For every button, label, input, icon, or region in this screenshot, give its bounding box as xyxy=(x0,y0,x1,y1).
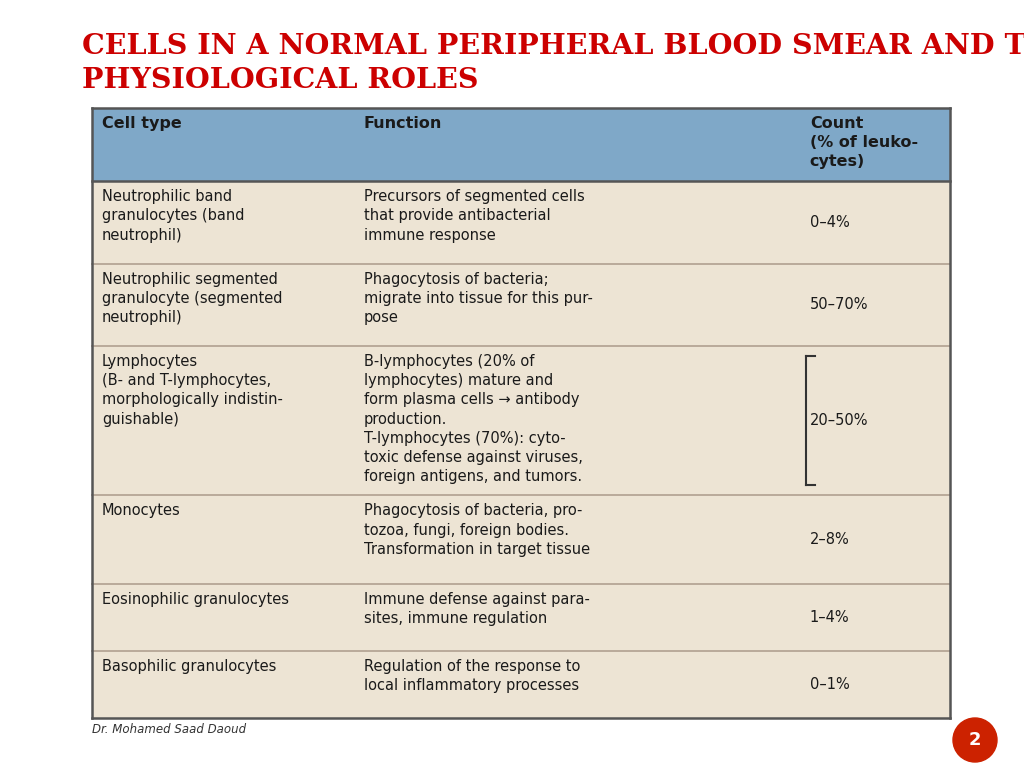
Text: Eosinophilic granulocytes: Eosinophilic granulocytes xyxy=(102,592,289,607)
Bar xyxy=(92,181,950,718)
Text: 2: 2 xyxy=(969,731,981,749)
Text: Cell type: Cell type xyxy=(102,116,181,131)
Circle shape xyxy=(953,718,997,762)
Text: Function: Function xyxy=(364,116,442,131)
Text: CELLS IN A NORMAL PERIPHERAL BLOOD SMEAR AND THEIR: CELLS IN A NORMAL PERIPHERAL BLOOD SMEAR… xyxy=(82,33,1024,60)
Text: Phagocytosis of bacteria;
migrate into tissue for this pur-
pose: Phagocytosis of bacteria; migrate into t… xyxy=(364,272,593,325)
Text: B-lymphocytes (20% of
lymphocytes) mature and
form plasma cells → antibody
produ: B-lymphocytes (20% of lymphocytes) matur… xyxy=(364,354,583,484)
Text: Precursors of segmented cells
that provide antibacterial
immune response: Precursors of segmented cells that provi… xyxy=(364,189,585,243)
Text: Neutrophilic segmented
granulocyte (segmented
neutrophil): Neutrophilic segmented granulocyte (segm… xyxy=(102,272,283,325)
Text: Phagocytosis of bacteria, pro-
tozoa, fungi, foreign bodies.
Transformation in t: Phagocytosis of bacteria, pro- tozoa, fu… xyxy=(364,503,590,557)
Text: Basophilic granulocytes: Basophilic granulocytes xyxy=(102,659,276,674)
Text: Dr. Mohamed Saad Daoud: Dr. Mohamed Saad Daoud xyxy=(92,723,246,736)
Text: 2–8%: 2–8% xyxy=(810,532,850,547)
Text: Monocytes: Monocytes xyxy=(102,503,181,518)
Bar xyxy=(92,108,950,181)
Text: 0–4%: 0–4% xyxy=(810,215,850,230)
Text: 50–70%: 50–70% xyxy=(810,297,868,313)
Text: 0–1%: 0–1% xyxy=(810,677,850,692)
Text: Lymphocytes
(B- and T-lymphocytes,
morphologically indistin-
guishable): Lymphocytes (B- and T-lymphocytes, morph… xyxy=(102,354,283,426)
Text: Count
(% of leuko-
cytes): Count (% of leuko- cytes) xyxy=(810,116,918,170)
Text: 1–4%: 1–4% xyxy=(810,610,850,625)
Text: Regulation of the response to
local inflammatory processes: Regulation of the response to local infl… xyxy=(364,659,580,693)
Text: Neutrophilic band
granulocytes (band
neutrophil): Neutrophilic band granulocytes (band neu… xyxy=(102,189,245,243)
Text: Immune defense against para-
sites, immune regulation: Immune defense against para- sites, immu… xyxy=(364,592,590,626)
Text: 20–50%: 20–50% xyxy=(810,413,868,428)
Text: PHYSIOLOGICAL ROLES: PHYSIOLOGICAL ROLES xyxy=(82,67,478,94)
